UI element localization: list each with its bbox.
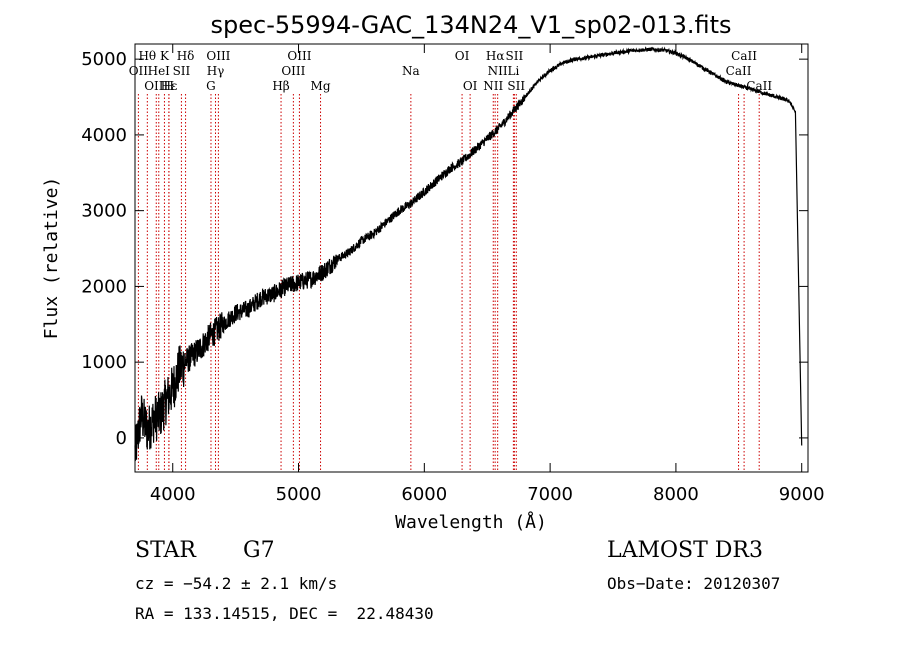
spectral-line-label: K — [160, 49, 170, 63]
y-axis-label: Flux (relative) — [41, 177, 62, 340]
spectral-line-label: HeI — [148, 64, 171, 78]
spectral-line-label: Hα — [486, 49, 505, 63]
y-tick-label: 4000 — [81, 125, 127, 146]
x-tick-label: 9000 — [779, 484, 825, 505]
spectral-line-label: Hβ — [272, 79, 289, 93]
spectral-line-label: Na — [402, 64, 420, 78]
spectral-line-label: Hδ — [177, 49, 195, 63]
spectral-line-label: OIII — [287, 49, 311, 63]
x-tick-label: 4000 — [150, 484, 196, 505]
y-tick-label: 3000 — [81, 201, 127, 222]
class-label: STAR — [135, 538, 196, 563]
axis-ticks-layer: 4000 5000 6000 7000 8000 9000 0 1000 2000 3000 400… — [81, 44, 825, 505]
spectral-line-label: Mg — [311, 79, 331, 93]
spectral-line-label: SII — [507, 79, 525, 93]
spectral-line-label: CaII — [731, 49, 757, 63]
y-tick-label: 5000 — [81, 49, 127, 70]
spectral-line-label: Hε — [161, 79, 178, 93]
survey-label: LAMOST DR3 — [607, 538, 763, 563]
spectral-line-label: Hθ — [138, 49, 156, 63]
y-tick-label: 2000 — [81, 276, 127, 297]
cz-readout: cz = −54.2 ± 2.1 km/s — [135, 574, 338, 593]
plot-frame — [134, 43, 809, 473]
x-tick-label: 5000 — [276, 484, 322, 505]
spectral-line-label: SII — [173, 64, 191, 78]
spectral-line-label: NII — [483, 79, 503, 93]
spectral-line-label: OIII — [281, 64, 305, 78]
coords-readout: RA = 133.14515, DEC = 22.48430 — [135, 604, 434, 623]
obs-date-readout: Obs−Date: 20120307 — [607, 574, 781, 593]
spectral-line-label: OIII — [206, 49, 230, 63]
spectral-line-label: Hγ — [207, 64, 225, 78]
spectral-line-label: G — [206, 79, 216, 93]
spectral-line-label: OII — [129, 64, 149, 78]
y-tick-label: 0 — [116, 428, 127, 449]
spectral-line-label: NII — [488, 64, 508, 78]
chart-title: spec-55994-GAC_134N24_V1_sp02-013.fits — [211, 11, 732, 39]
spectral-line-label: OIII — [144, 79, 168, 93]
subclass-label: G7 — [243, 538, 275, 563]
spectral-line-label: OI — [455, 49, 470, 63]
spectral-line-label: SII — [506, 49, 524, 63]
spectral-line-label: H — [164, 79, 174, 93]
y-tick-label: 1000 — [81, 352, 127, 373]
x-axis-label: Wavelength (Å) — [395, 511, 547, 533]
spectral-line-label: CaII — [726, 64, 752, 78]
x-tick-label: 8000 — [653, 484, 699, 505]
spectral-line-label: Li — [507, 64, 519, 78]
spectrum-trace — [134, 46, 803, 462]
spectral-line-label: OI — [463, 79, 478, 93]
x-tick-label: 6000 — [401, 484, 447, 505]
x-tick-label: 7000 — [527, 484, 573, 505]
